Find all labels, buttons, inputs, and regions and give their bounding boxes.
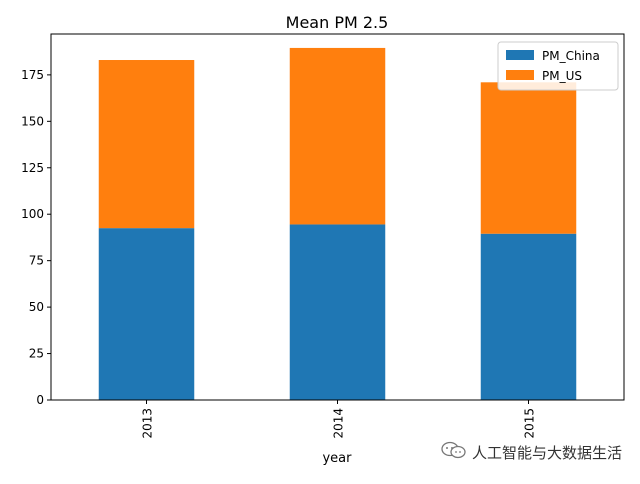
x-tick-label-2015: 2015 xyxy=(523,408,537,439)
x-axis-label: year xyxy=(322,451,352,466)
watermark: 人工智能与大数据生活 xyxy=(440,440,622,464)
y-tick-label-100: 100 xyxy=(21,207,44,221)
x-tick-label-2013: 2013 xyxy=(141,408,155,439)
x-tick-label-2014: 2014 xyxy=(332,408,346,439)
bar-pm-us-2013 xyxy=(98,60,195,229)
bar-pm-us-2015 xyxy=(480,82,577,234)
legend: PM_China PM_US xyxy=(497,41,619,91)
legend-swatch-pm-us xyxy=(506,70,534,80)
x-axis: 2013 2014 2015 xyxy=(141,400,537,439)
y-tick-label-25: 25 xyxy=(29,347,44,361)
y-tick-label-0: 0 xyxy=(36,393,44,407)
y-axis: 0 25 50 75 100 125 150 175 xyxy=(21,68,51,407)
legend-swatch-pm-china xyxy=(506,50,534,60)
bar-pm-china-2013 xyxy=(98,228,195,400)
legend-label-pm-us: PM_US xyxy=(542,69,582,83)
bar-pm-china-2015 xyxy=(480,233,577,400)
bar-pm-china-2014 xyxy=(289,224,386,400)
watermark-text: 人工智能与大数据生活 xyxy=(471,443,622,462)
y-tick-label-75: 75 xyxy=(29,254,44,268)
chart-title: Mean PM 2.5 xyxy=(286,13,389,32)
wechat-icon xyxy=(440,440,468,464)
y-tick-label-175: 175 xyxy=(21,68,44,82)
bar-pm-us-2014 xyxy=(289,47,386,225)
plot-frame xyxy=(50,33,625,401)
legend-label-pm-china: PM_China xyxy=(542,49,600,63)
y-tick-label-125: 125 xyxy=(21,161,44,175)
bars-group xyxy=(98,47,577,400)
y-tick-label-150: 150 xyxy=(21,114,44,128)
y-tick-label-50: 50 xyxy=(29,300,44,314)
